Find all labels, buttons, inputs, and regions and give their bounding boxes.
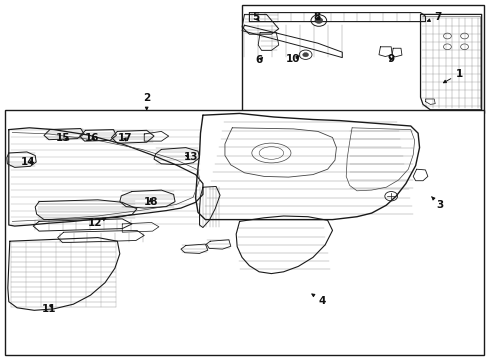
Text: 7: 7 xyxy=(427,12,441,22)
Bar xyxy=(5,110,483,355)
Text: 15: 15 xyxy=(55,132,70,143)
Circle shape xyxy=(302,53,308,57)
Text: 18: 18 xyxy=(143,197,158,207)
Text: 2: 2 xyxy=(143,93,150,110)
Text: 6: 6 xyxy=(255,55,262,66)
Text: 16: 16 xyxy=(84,132,99,143)
Text: 17: 17 xyxy=(117,132,132,143)
Text: 14: 14 xyxy=(21,157,36,167)
Text: 10: 10 xyxy=(285,54,300,64)
Text: 9: 9 xyxy=(387,54,394,64)
Text: 4: 4 xyxy=(311,294,325,306)
Text: 8: 8 xyxy=(313,12,320,22)
Text: 12: 12 xyxy=(88,218,105,228)
Bar xyxy=(242,5,483,113)
Text: 13: 13 xyxy=(183,152,198,162)
Circle shape xyxy=(314,18,322,23)
Text: 3: 3 xyxy=(431,197,443,210)
Text: 1: 1 xyxy=(443,69,462,83)
Text: 5: 5 xyxy=(252,12,259,22)
Text: 11: 11 xyxy=(41,304,56,314)
